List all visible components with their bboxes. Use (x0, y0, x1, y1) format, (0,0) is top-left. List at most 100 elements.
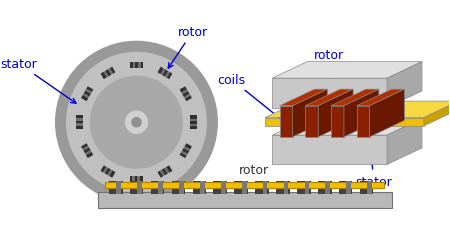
Polygon shape (424, 102, 450, 126)
Polygon shape (140, 63, 143, 69)
Polygon shape (306, 106, 318, 137)
Bar (179, 181, 184, 194)
Bar (130, 181, 144, 194)
Polygon shape (84, 148, 91, 154)
Polygon shape (158, 171, 163, 178)
Polygon shape (164, 167, 170, 174)
Polygon shape (184, 146, 191, 152)
Polygon shape (82, 146, 90, 152)
Bar (158, 181, 163, 194)
Bar (193, 181, 206, 194)
Polygon shape (137, 176, 141, 182)
Polygon shape (265, 102, 450, 118)
Bar (339, 181, 352, 194)
Polygon shape (181, 89, 188, 95)
Polygon shape (387, 119, 422, 165)
Polygon shape (86, 87, 93, 93)
Bar (98, 192, 392, 208)
Circle shape (132, 118, 141, 127)
Polygon shape (184, 94, 191, 100)
Bar (305, 181, 309, 194)
Polygon shape (81, 144, 88, 150)
Polygon shape (105, 168, 111, 175)
Polygon shape (369, 90, 405, 137)
Polygon shape (272, 79, 387, 108)
Polygon shape (135, 176, 138, 182)
Polygon shape (160, 69, 166, 76)
Bar (297, 181, 310, 194)
Bar (255, 181, 269, 194)
Bar (234, 181, 248, 194)
Polygon shape (81, 96, 88, 102)
Polygon shape (280, 106, 292, 137)
Polygon shape (85, 150, 92, 156)
Polygon shape (357, 106, 369, 137)
Polygon shape (105, 70, 111, 77)
Polygon shape (331, 106, 344, 137)
Polygon shape (280, 90, 328, 106)
Polygon shape (86, 152, 93, 158)
Polygon shape (180, 152, 187, 158)
Polygon shape (182, 92, 189, 97)
Polygon shape (190, 124, 197, 127)
Bar (171, 181, 185, 194)
Polygon shape (76, 116, 83, 119)
Text: stator: stator (355, 158, 392, 188)
Bar (221, 181, 225, 194)
Polygon shape (180, 87, 187, 93)
Bar (242, 181, 247, 194)
Text: rotor: rotor (314, 49, 344, 111)
Bar (213, 181, 227, 194)
Polygon shape (190, 116, 197, 119)
Polygon shape (107, 69, 113, 76)
Bar (137, 181, 142, 194)
Text: rotor: rotor (239, 163, 269, 176)
Polygon shape (166, 72, 172, 80)
Circle shape (126, 112, 148, 134)
Polygon shape (76, 126, 83, 130)
Polygon shape (76, 118, 83, 122)
Bar (109, 181, 122, 194)
Polygon shape (76, 121, 83, 124)
Polygon shape (130, 63, 133, 69)
Polygon shape (82, 94, 90, 100)
Polygon shape (387, 62, 422, 108)
Polygon shape (135, 63, 138, 69)
Polygon shape (190, 118, 197, 122)
Polygon shape (132, 63, 135, 69)
Polygon shape (132, 176, 135, 182)
Circle shape (90, 77, 182, 168)
Polygon shape (100, 166, 107, 173)
Circle shape (67, 53, 206, 192)
Polygon shape (272, 119, 422, 136)
Polygon shape (158, 68, 163, 75)
Polygon shape (140, 176, 143, 182)
Bar (346, 181, 351, 194)
Polygon shape (190, 126, 197, 130)
Polygon shape (160, 170, 166, 177)
Bar (360, 181, 374, 194)
Polygon shape (166, 166, 172, 173)
Polygon shape (182, 148, 189, 154)
Polygon shape (103, 167, 109, 174)
Polygon shape (100, 72, 107, 80)
Polygon shape (185, 96, 192, 102)
Bar (263, 181, 267, 194)
Polygon shape (265, 118, 424, 126)
Polygon shape (162, 168, 168, 175)
Circle shape (56, 42, 217, 203)
Polygon shape (292, 90, 328, 137)
Polygon shape (331, 90, 379, 106)
Polygon shape (181, 150, 188, 156)
Polygon shape (190, 121, 197, 124)
Polygon shape (272, 136, 387, 165)
Polygon shape (85, 89, 92, 95)
Bar (284, 181, 288, 194)
Bar (117, 181, 121, 194)
Polygon shape (107, 170, 113, 177)
Polygon shape (137, 63, 141, 69)
Text: stator: stator (0, 58, 76, 104)
Polygon shape (162, 70, 168, 77)
Polygon shape (357, 90, 405, 106)
Polygon shape (318, 90, 353, 137)
